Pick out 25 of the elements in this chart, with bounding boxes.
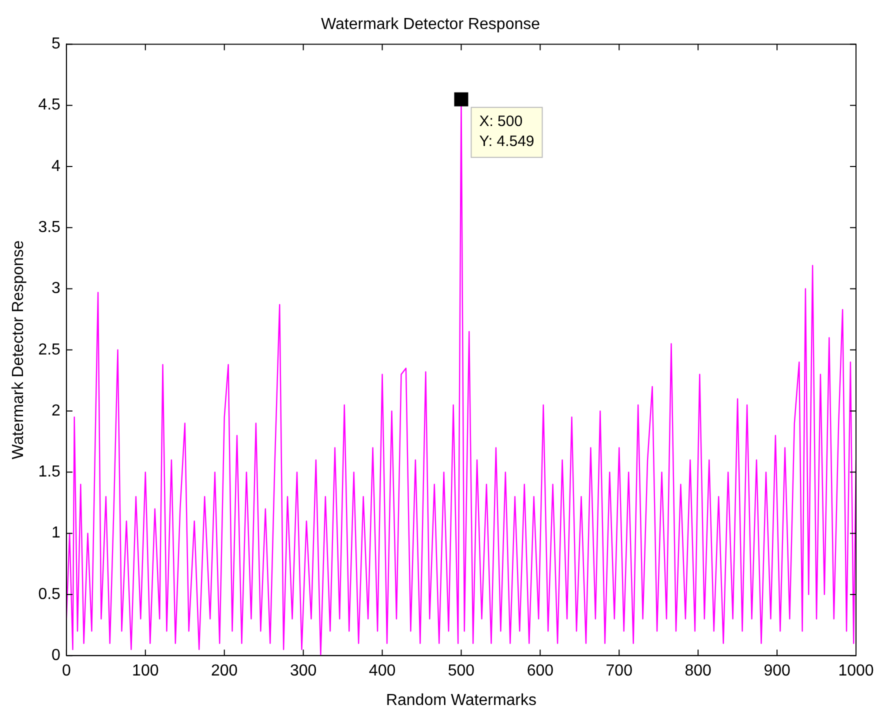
y-tick-label: 1 bbox=[52, 524, 61, 542]
y-tick-label: 3 bbox=[52, 280, 61, 298]
x-tick-label: 700 bbox=[606, 662, 633, 680]
y-axis-title: Watermark Detector Response bbox=[10, 240, 28, 460]
x-tick-label: 300 bbox=[290, 662, 317, 680]
annotation: X: 500 Y: 4.549 bbox=[479, 112, 534, 150]
chart-title: Watermark Detector Response bbox=[320, 16, 540, 34]
x-tick-label: 800 bbox=[684, 662, 712, 680]
x-tick-label: 900 bbox=[764, 662, 790, 680]
y-tick-label: 5 bbox=[52, 36, 61, 53]
y-tick-label: 3.5 bbox=[38, 219, 61, 236]
y-tick-label: 2 bbox=[52, 402, 61, 420]
x-tick-label: 500 bbox=[448, 662, 475, 680]
y-tick-label: 0 bbox=[52, 647, 61, 664]
x-tick-label: 600 bbox=[526, 662, 554, 680]
x-tick-label: 100 bbox=[132, 662, 159, 680]
y-tick-label: 2.5 bbox=[38, 341, 61, 358]
y-tick-label: 1.5 bbox=[38, 464, 61, 481]
x-axis-title: Random Watermarks bbox=[386, 692, 536, 709]
x-tick-label: 1000 bbox=[838, 662, 874, 680]
x-tick-label: 400 bbox=[368, 662, 396, 680]
y-tick-label: 4 bbox=[52, 158, 61, 175]
y-tick-label: 4.5 bbox=[38, 96, 61, 114]
x-tick-label: 200 bbox=[211, 662, 238, 680]
y-tick-label: 0.5 bbox=[38, 586, 61, 603]
